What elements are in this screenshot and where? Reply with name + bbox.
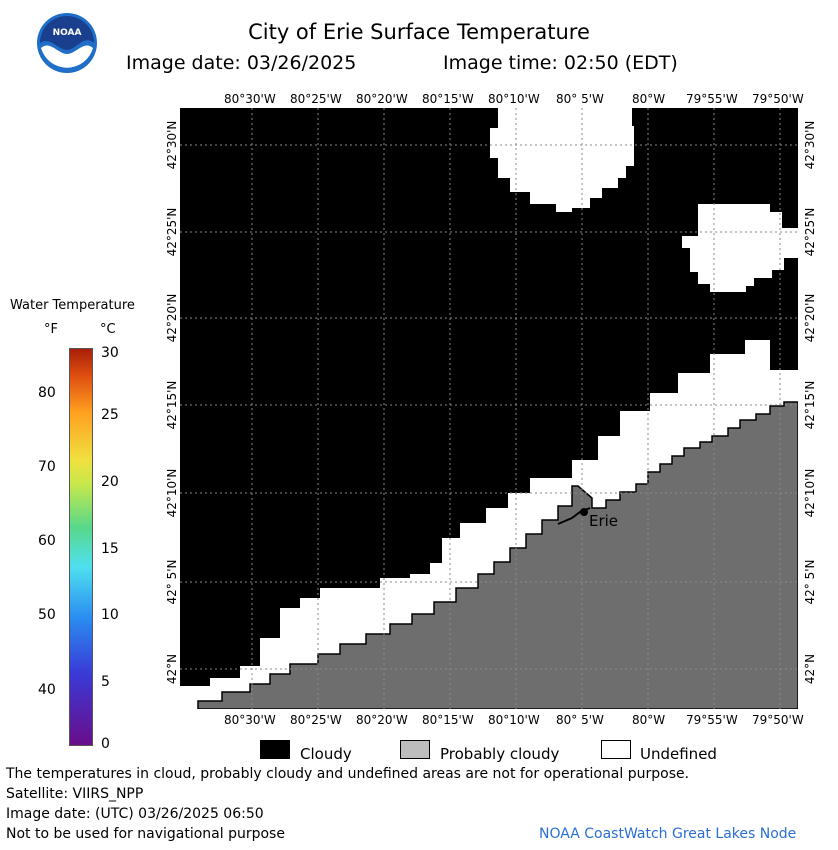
lon-label: 80°W: [632, 713, 666, 727]
legend-probably-cloudy-swatch: [400, 740, 430, 759]
lat-label: 42°30'N: [803, 120, 817, 170]
lon-label: 79°55'W: [686, 713, 738, 727]
lon-label: 80° 5'W: [556, 92, 604, 106]
lat-label: 42°N: [803, 653, 817, 685]
city-label-erie: Erie: [589, 512, 619, 530]
lon-label: 80°15'W: [422, 713, 474, 727]
legend-cloudy-swatch: [260, 740, 290, 759]
undefined-area: [490, 108, 634, 212]
lon-label: 79°55'W: [686, 92, 738, 106]
lat-label: 42°30'N: [165, 120, 179, 170]
noaa-logo: NOAA: [36, 12, 98, 74]
undefined-area: [682, 204, 798, 292]
image-date: Image date: 03/26/2025: [126, 52, 357, 74]
c-tick: 5: [101, 674, 110, 690]
unit-c: °C: [100, 322, 116, 337]
f-tick: 60: [38, 533, 56, 549]
c-tick: 0: [101, 736, 110, 752]
c-tick: 25: [101, 407, 119, 423]
unit-f: °F: [44, 322, 58, 337]
legend-cloudy-label: Cloudy: [300, 745, 352, 763]
lon-label: 80°25'W: [290, 92, 342, 106]
lat-label: 42°15'N: [165, 380, 179, 430]
logo-text: NOAA: [52, 28, 82, 38]
lon-label: 80°10'W: [488, 92, 540, 106]
f-tick: 40: [38, 682, 56, 698]
page-title: City of Erie Surface Temperature: [248, 20, 590, 44]
footer-nav-warning: Not to be used for navigational purpose: [6, 826, 285, 842]
footer-utc-date: Image date: (UTC) 03/26/2025 06:50: [6, 806, 264, 822]
footer-credit: NOAA CoastWatch Great Lakes Node: [539, 826, 797, 842]
lat-label: 42° 5'N: [165, 559, 179, 605]
lon-label: 80°25'W: [290, 713, 342, 727]
lon-label: 79°50'W: [752, 92, 804, 106]
legend-undefined-label: Undefined: [640, 745, 717, 763]
lon-label: 80°W: [632, 92, 666, 106]
lon-label: 80°30'W: [224, 92, 276, 106]
lat-label: 42° 5'N: [803, 559, 817, 605]
footer-satellite: Satellite: VIIRS_NPP: [6, 786, 144, 802]
legend-probably-cloudy-label: Probably cloudy: [440, 745, 560, 763]
lon-label: 79°50'W: [752, 713, 804, 727]
lat-label: 42°10'N: [165, 468, 179, 518]
legend-undefined-swatch: [601, 740, 631, 759]
lon-label: 80°30'W: [224, 713, 276, 727]
erie-city-marker: [580, 508, 588, 516]
image-time: Image time: 02:50 (EDT): [443, 52, 678, 74]
scale-title: Water Temperature: [10, 298, 135, 313]
f-tick: 70: [38, 459, 56, 475]
c-tick: 30: [101, 345, 119, 361]
lon-label: 80° 5'W: [556, 713, 604, 727]
f-tick: 80: [38, 385, 56, 401]
c-tick: 20: [101, 474, 119, 490]
map-panel[interactable]: [180, 108, 798, 709]
graticule: [180, 108, 798, 709]
lon-label: 80°10'W: [488, 713, 540, 727]
lat-label: 42°15'N: [803, 380, 817, 430]
lat-label: 42°N: [165, 653, 179, 685]
temperature-colorbar: [69, 348, 93, 746]
lon-label: 80°20'W: [356, 713, 408, 727]
lon-label: 80°15'W: [422, 92, 474, 106]
footer-disclaimer: The temperatures in cloud, probably clou…: [6, 766, 690, 782]
c-tick: 15: [101, 541, 119, 557]
lat-label: 42°25'N: [803, 207, 817, 257]
lat-label: 42°10'N: [803, 468, 817, 518]
lon-label: 80°20'W: [356, 92, 408, 106]
f-tick: 50: [38, 607, 56, 623]
lat-label: 42°20'N: [803, 293, 817, 343]
c-tick: 10: [101, 607, 119, 623]
lat-label: 42°20'N: [165, 293, 179, 343]
lat-label: 42°25'N: [165, 207, 179, 257]
